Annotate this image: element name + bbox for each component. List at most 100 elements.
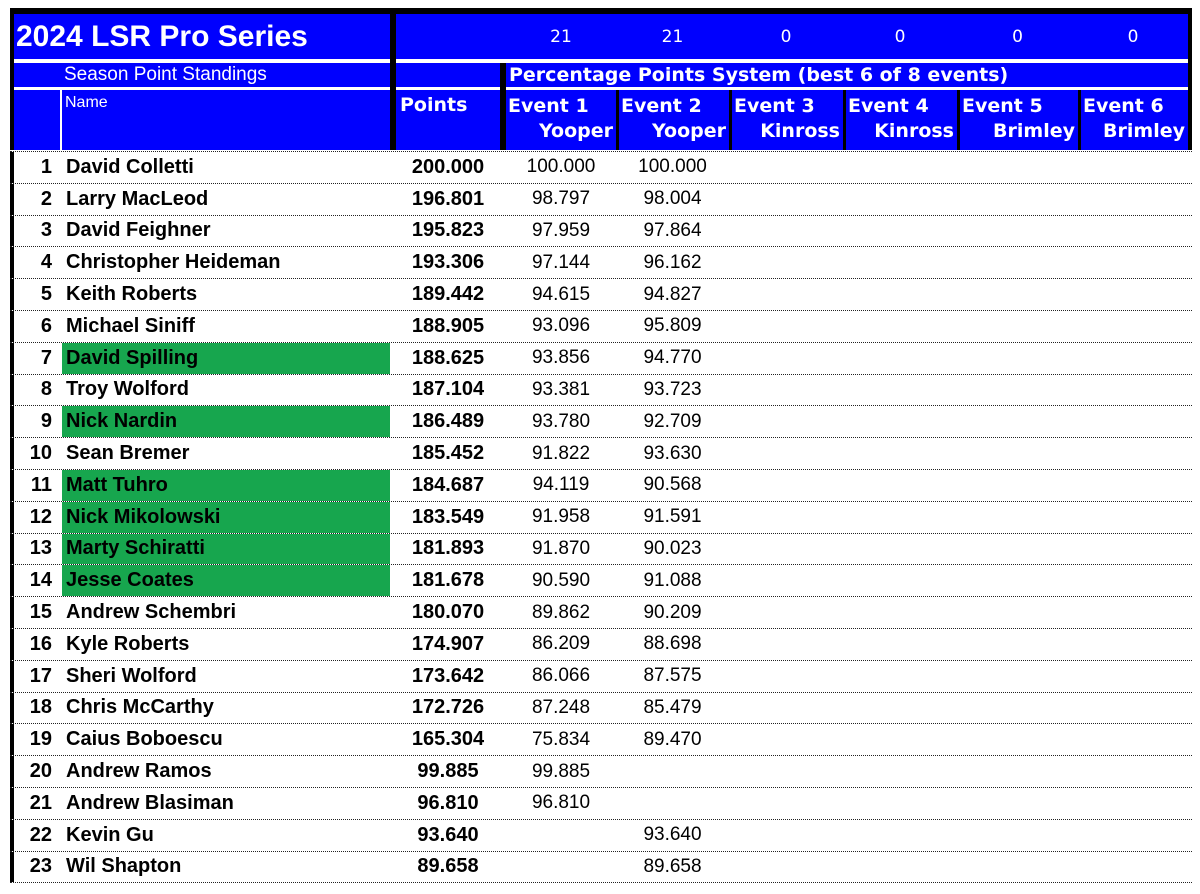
event-cell: 90.568: [643, 474, 702, 496]
event-header: Event 5 Brimley: [957, 90, 1078, 150]
points-cell: 200.000: [411, 155, 485, 178]
rank-cell: 2: [40, 187, 52, 210]
name-cell: Nick Mikolowski: [62, 501, 390, 533]
left-border: [10, 501, 14, 533]
event-cell: [1078, 375, 1188, 406]
table-row: 4 Christopher Heideman 193.306 97.144 96.162: [10, 247, 1192, 280]
event-cell: [729, 152, 843, 183]
left-border: [10, 787, 14, 819]
table-row: 13 Marty Schiratti 181.893 91.870 90.023: [10, 533, 1192, 566]
vertical-divider: [390, 90, 396, 150]
event-cell: 97.144: [531, 251, 591, 273]
event-cell: 85.479: [643, 696, 702, 718]
event-cell: 100.000: [638, 156, 707, 178]
rank-cell: 23: [29, 855, 52, 878]
vertical-divider: [390, 63, 396, 87]
rank-cell: 21: [29, 791, 52, 814]
spacer: [1188, 565, 1192, 596]
system-label: Percentage Points System (best 6 of 8 ev…: [506, 63, 1188, 87]
event-cell: [843, 597, 957, 628]
vertical-divider: [500, 63, 506, 87]
event-cell: [1078, 406, 1188, 437]
event-cell: [957, 724, 1078, 755]
event-cell: [957, 502, 1078, 533]
spacer: [1188, 375, 1192, 406]
spacer: [1188, 852, 1192, 883]
event-cell: [843, 184, 957, 215]
left-border: [10, 374, 14, 406]
rank-cell: 13: [29, 537, 52, 560]
rank-cell: 7: [40, 346, 52, 369]
event-cell: [1078, 311, 1188, 342]
rank-cell: 16: [29, 632, 52, 655]
event-cell: [506, 820, 616, 851]
event-cell: [957, 184, 1078, 215]
spacer: [1188, 184, 1192, 215]
event-header: Event 4 Kinross: [843, 90, 957, 150]
name-cell: Keith Roberts: [66, 283, 198, 306]
rank-cell: 17: [29, 664, 52, 687]
event-cell: [957, 311, 1078, 342]
rank-cell: 8: [40, 378, 52, 401]
event-header: Event 2 Yooper: [616, 90, 729, 150]
event-cell: 98.004: [643, 188, 702, 210]
event-cell: 100.000: [526, 156, 596, 178]
event-cell: [1078, 756, 1188, 787]
points-cell: 185.452: [411, 442, 485, 465]
event-cell: [729, 629, 843, 660]
spacer: [1188, 597, 1192, 628]
event-cell: [729, 438, 843, 469]
event-cell: [957, 534, 1078, 565]
event-cell: [1078, 629, 1188, 660]
event-cell: [1078, 724, 1188, 755]
points-column-header: Points: [396, 90, 500, 150]
left-border: [10, 597, 14, 628]
rank-cell: 12: [29, 505, 52, 528]
event-cell: 93.096: [531, 315, 591, 337]
table-row: 19 Caius Boboescu 165.304 75.834 89.470: [10, 724, 1192, 757]
event-cell: [843, 502, 957, 533]
event-cell: [843, 343, 957, 374]
event-cell: [1078, 247, 1188, 278]
event-cell: [957, 756, 1078, 787]
name-cell: Caius Boboescu: [66, 728, 223, 751]
header-gap: [10, 59, 1192, 63]
event-cell: [1078, 216, 1188, 247]
event-venue: Brimley: [993, 120, 1075, 142]
event-cell: [1078, 661, 1188, 692]
left-border: [10, 90, 14, 150]
event-cell: 91.958: [531, 506, 591, 528]
event-cell: 91.870: [531, 537, 591, 559]
table-row: 14 Jesse Coates 181.678 90.590 91.088: [10, 565, 1192, 598]
spacer: [1188, 502, 1192, 533]
table-row: 23 Wil Shapton 89.658 89.658: [10, 851, 1192, 884]
event-cell: 91.088: [643, 569, 702, 591]
event-cell: 92.709: [643, 410, 702, 432]
event-cell: 90.209: [643, 601, 702, 623]
points-cell: 96.810: [417, 791, 479, 814]
event-cell: 91.822: [531, 442, 591, 464]
event-cell: [957, 279, 1078, 310]
event-cell: [1078, 343, 1188, 374]
event-cell: [957, 216, 1078, 247]
event-cell: [729, 852, 843, 883]
event-venue: Brimley: [1103, 120, 1185, 142]
event-cell: [616, 788, 729, 819]
left-border: [10, 87, 14, 90]
event-cell: 93.856: [531, 347, 591, 369]
event-number: Event 6: [1083, 95, 1164, 117]
event-header: Event 3 Kinross: [729, 90, 843, 150]
name-cell: Chris McCarthy: [66, 696, 214, 719]
event-venue: Kinross: [760, 120, 840, 142]
rank-cell: 5: [40, 283, 52, 306]
points-cell: 181.893: [411, 537, 485, 560]
event-cell: [1078, 820, 1188, 851]
rank-cell: 3: [40, 219, 52, 242]
points-cell: 89.658: [417, 855, 479, 878]
event-venue: Yooper: [539, 120, 613, 142]
event-cell: 88.698: [643, 633, 702, 655]
event-cell: [1078, 470, 1188, 501]
left-border: [10, 660, 14, 692]
event-cell: 86.066: [531, 665, 591, 687]
event-cell: [729, 661, 843, 692]
